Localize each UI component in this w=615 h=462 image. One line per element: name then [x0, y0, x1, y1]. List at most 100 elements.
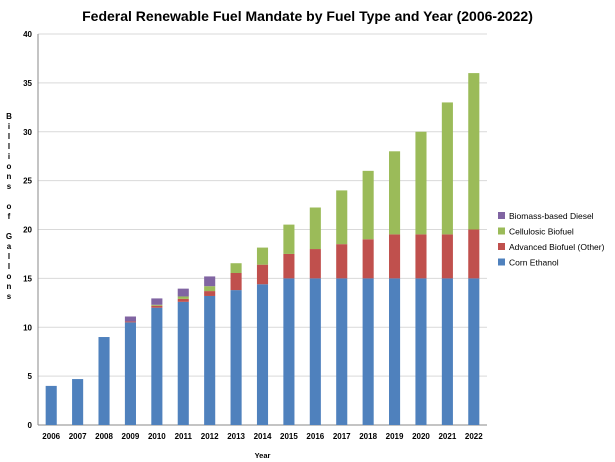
bar-segment	[362, 278, 374, 425]
bar-segment	[98, 337, 110, 425]
y-tick-label: 10	[23, 323, 32, 332]
bar-segment	[415, 234, 427, 279]
x-tick-label: 2006	[42, 432, 60, 441]
chart-title: Federal Renewable Fuel Mandate by Fuel T…	[82, 8, 533, 24]
y-axis-title-char: l	[7, 132, 11, 141]
bar-segment	[256, 264, 269, 285]
bar-segment	[151, 305, 163, 308]
bar-segment	[336, 244, 348, 279]
x-tick-label: 2014	[254, 432, 272, 441]
legend-label: Biomass-based Diesel	[509, 211, 594, 221]
y-axis-title-char: i	[7, 152, 11, 161]
x-tick-label: 2022	[465, 432, 483, 441]
legend-label: Corn Ethanol	[509, 258, 559, 268]
bar-segment	[441, 278, 453, 425]
x-tick-label: 2007	[69, 432, 87, 441]
y-axis-title-char: B	[6, 112, 12, 121]
x-tick-label: 2019	[386, 432, 404, 441]
y-axis-title-char: a	[6, 242, 12, 251]
y-axis-title-char: G	[5, 232, 13, 241]
y-axis-title-char: l	[7, 142, 11, 151]
y-axis-title-char: n	[6, 172, 12, 181]
bar-segment	[230, 272, 242, 291]
y-tick-label: 30	[23, 128, 32, 137]
bar-segment	[204, 276, 216, 287]
bar-segment	[204, 286, 216, 292]
y-axis-title-char: o	[6, 272, 12, 281]
bar-segment	[336, 190, 348, 245]
legend-label: Cellulosic Biofuel	[509, 227, 574, 237]
bar-segment	[124, 322, 136, 425]
y-axis-title-char: l	[7, 252, 11, 261]
bar-segment	[468, 278, 480, 425]
legend-swatch	[498, 212, 505, 219]
bar-segment	[362, 170, 374, 240]
legend-swatch	[498, 227, 505, 235]
x-tick-label: 2012	[201, 432, 219, 441]
bar-segment	[389, 234, 401, 279]
bar-segment	[468, 73, 480, 230]
bar-segment	[415, 131, 427, 235]
y-axis-title-char: o	[6, 202, 12, 211]
bar-segment	[45, 385, 57, 425]
y-axis-title-char: n	[6, 282, 12, 291]
bar-segment	[389, 151, 401, 235]
bar-segment	[283, 253, 295, 279]
x-tick-label: 2015	[280, 432, 298, 441]
x-tick-label: 2010	[148, 432, 166, 441]
y-axis-title-char: i	[7, 122, 11, 131]
bar-segment	[389, 278, 401, 425]
legend-swatch	[498, 243, 505, 250]
bar-segment	[230, 263, 242, 273]
legend-label: Advanced Biofuel (Other)	[509, 242, 605, 252]
bar-segment	[256, 284, 269, 425]
y-tick-label: 5	[28, 372, 33, 381]
bar-segment	[415, 278, 427, 425]
x-tick-label: 2016	[306, 432, 324, 441]
x-tick-label: 2020	[412, 432, 430, 441]
y-axis-title-char: s	[6, 292, 12, 301]
y-axis-title-char: s	[6, 182, 12, 191]
bar-segment	[177, 301, 189, 425]
y-axis-title-char: o	[6, 162, 12, 171]
bar-segment	[151, 298, 163, 305]
legend-swatch	[498, 258, 505, 266]
x-tick-label: 2008	[95, 432, 113, 441]
bar-segment	[151, 304, 163, 306]
bar-segment	[204, 295, 216, 425]
bar-segment	[151, 307, 163, 425]
bar-segment	[177, 288, 189, 297]
y-axis-title-char: l	[7, 262, 11, 271]
bar-segment	[204, 291, 216, 296]
bar-segment	[256, 247, 269, 265]
bar-segment	[441, 234, 453, 279]
bar-segment	[283, 278, 295, 425]
bar-segment	[72, 379, 84, 425]
y-tick-label: 0	[28, 421, 33, 430]
bar-segment	[468, 229, 480, 279]
bar-segment	[177, 296, 189, 299]
bar-segment	[309, 278, 321, 425]
x-tick-label: 2017	[333, 432, 351, 441]
bar-segment	[124, 321, 136, 323]
x-tick-label: 2011	[175, 432, 193, 441]
y-tick-label: 35	[23, 79, 32, 88]
bar-segment	[441, 102, 453, 235]
y-tick-label: 25	[23, 177, 32, 186]
y-axis-title-char: f	[7, 212, 11, 221]
bar-segment	[336, 278, 348, 425]
y-tick-label: 15	[23, 274, 32, 283]
bar-segment	[362, 239, 374, 279]
bar-segment	[124, 316, 136, 322]
y-tick-label: 40	[23, 30, 32, 39]
y-tick-label: 20	[23, 226, 32, 235]
bar-segment	[309, 249, 321, 279]
bar-segment	[177, 298, 189, 302]
x-tick-label: 2013	[227, 432, 245, 441]
bar-segment	[309, 207, 321, 250]
x-tick-label: 2009	[122, 432, 140, 441]
x-tick-label: 2018	[359, 432, 377, 441]
bar-segment	[283, 224, 295, 254]
bar-segment	[230, 290, 242, 425]
